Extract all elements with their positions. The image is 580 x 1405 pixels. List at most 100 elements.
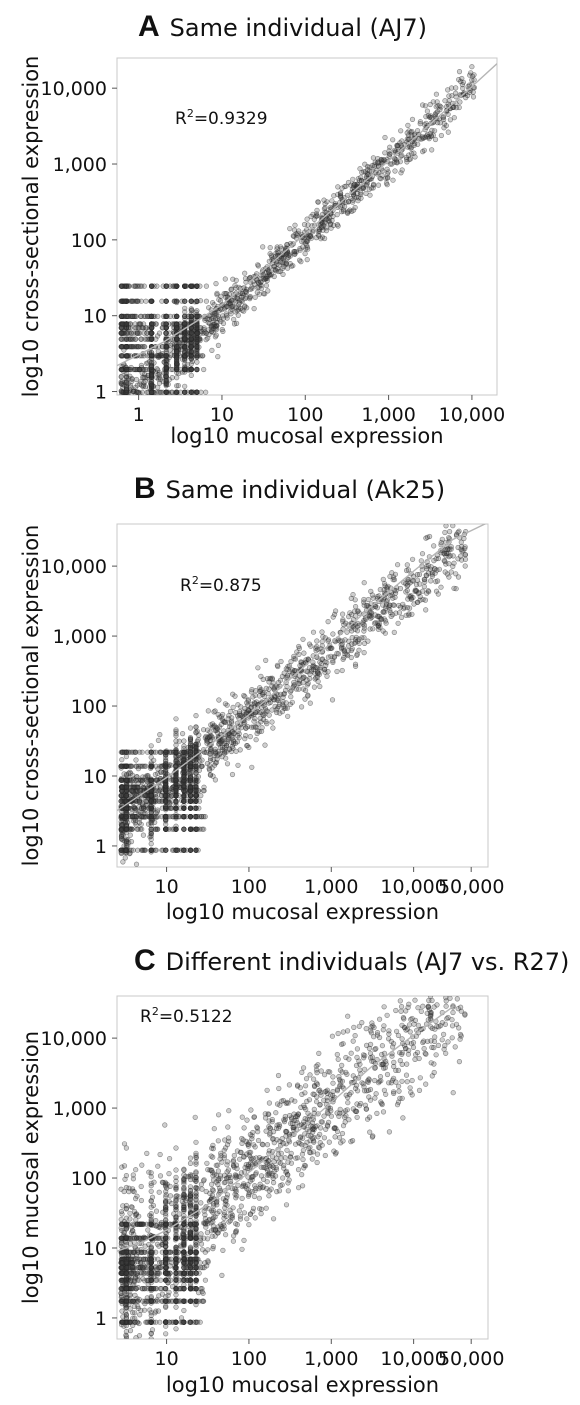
data-point <box>170 827 175 832</box>
data-point <box>229 287 234 292</box>
data-point <box>420 135 425 140</box>
data-point <box>351 592 356 597</box>
data-point <box>284 675 289 680</box>
data-point <box>258 689 263 694</box>
x-tick-label: 10 <box>154 876 178 898</box>
data-point <box>124 381 129 386</box>
data-point <box>188 799 193 804</box>
x-tick-label: 1 <box>133 404 145 426</box>
data-point <box>182 848 187 853</box>
x-axis-label: log10 mucosal expression <box>166 900 439 924</box>
data-point <box>216 727 221 732</box>
data-point <box>353 604 358 609</box>
data-point <box>285 266 290 271</box>
data-point <box>164 326 169 331</box>
data-point <box>357 641 362 646</box>
data-point <box>384 621 389 626</box>
data-point <box>194 814 199 819</box>
data-point <box>435 579 440 584</box>
data-point <box>135 774 140 779</box>
data-point <box>409 596 414 601</box>
data-point <box>359 175 364 180</box>
data-point <box>344 621 349 626</box>
data-point <box>326 669 331 674</box>
data-point <box>297 652 302 657</box>
data-point <box>125 354 130 359</box>
data-point <box>188 806 193 811</box>
data-point <box>323 202 328 207</box>
data-point <box>259 286 264 291</box>
data-point <box>353 598 358 603</box>
data-point <box>145 390 150 395</box>
data-point <box>426 589 431 594</box>
data-point <box>222 736 227 741</box>
data-point <box>131 389 136 394</box>
data-point <box>139 314 144 319</box>
data-point <box>263 658 268 663</box>
data-point <box>264 686 269 691</box>
data-point <box>216 343 221 348</box>
data-point <box>182 827 187 832</box>
data-point <box>370 163 375 168</box>
data-point <box>163 806 168 811</box>
data-point <box>260 245 265 250</box>
data-point <box>468 71 473 76</box>
data-point <box>169 750 174 755</box>
data-point <box>225 762 230 767</box>
data-point <box>174 803 179 808</box>
data-point <box>449 570 454 575</box>
data-point <box>182 739 187 744</box>
data-point <box>154 848 159 853</box>
data-point <box>451 105 456 110</box>
data-point <box>128 833 133 838</box>
data-point <box>174 743 179 748</box>
data-point <box>359 196 364 201</box>
data-point <box>195 284 200 289</box>
data-point <box>194 768 199 773</box>
data-point <box>210 348 215 353</box>
data-point <box>390 138 395 143</box>
data-point <box>309 214 314 219</box>
data-point <box>195 367 200 372</box>
data-point <box>268 245 273 250</box>
data-point <box>207 766 212 771</box>
data-point <box>451 523 456 528</box>
data-point <box>417 582 422 587</box>
data-point <box>296 644 301 649</box>
data-point <box>216 354 221 359</box>
data-point <box>270 720 275 725</box>
x-tick-label: 1,000 <box>361 404 415 426</box>
data-point <box>144 299 149 304</box>
data-point <box>195 331 200 336</box>
data-point <box>435 120 440 125</box>
data-point <box>364 183 369 188</box>
data-point <box>203 390 208 395</box>
data-point <box>124 388 129 393</box>
data-point <box>195 354 200 359</box>
data-point <box>443 98 448 103</box>
data-point <box>415 572 420 577</box>
data-point <box>149 793 154 798</box>
data-point <box>303 688 308 693</box>
data-point <box>381 577 386 582</box>
data-point <box>195 308 200 313</box>
data-point <box>182 758 187 763</box>
data-point <box>164 347 169 352</box>
data-point <box>239 298 244 303</box>
data-point <box>158 732 163 737</box>
data-point <box>174 781 179 786</box>
data-point <box>375 606 380 611</box>
data-point <box>129 839 134 844</box>
data-point <box>149 390 154 395</box>
data-point <box>363 162 368 167</box>
data-point <box>410 129 415 134</box>
data-point <box>174 326 179 331</box>
data-point <box>335 651 340 656</box>
data-point <box>332 193 337 198</box>
data-point <box>328 646 333 651</box>
data-point <box>286 667 291 672</box>
data-point <box>264 283 269 288</box>
data-point <box>416 600 421 605</box>
data-point <box>410 557 415 562</box>
data-point <box>164 354 169 359</box>
